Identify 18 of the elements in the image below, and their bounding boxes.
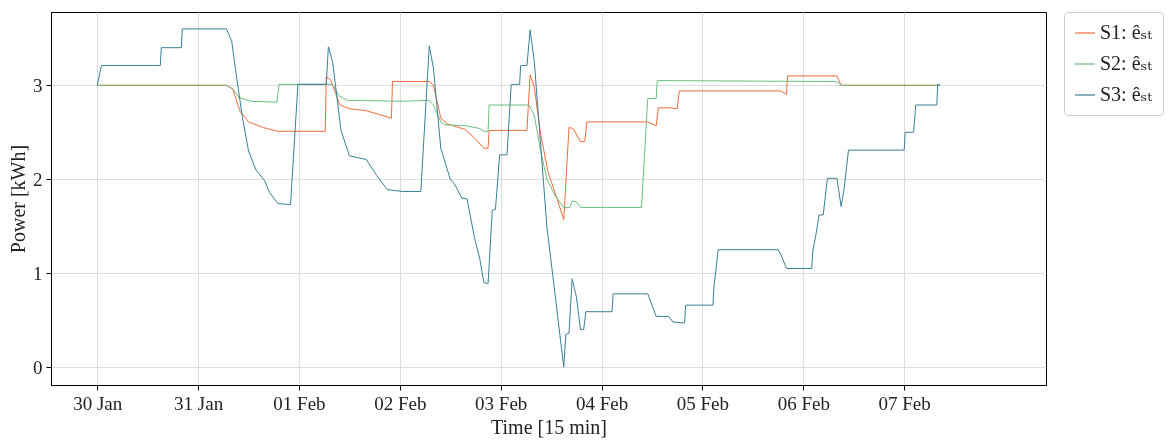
legend-label: S1: êₛₜ: [1100, 21, 1153, 43]
x-tick-label: 07 Feb: [878, 392, 931, 414]
x-tick-label: 03 Feb: [475, 392, 528, 414]
x-tick-label: 01 Feb: [273, 392, 326, 414]
legend-label: S3: êₛₜ: [1100, 83, 1153, 105]
y-tick-label: 1: [33, 262, 43, 284]
y-axis-title: Power [kWh]: [7, 144, 29, 254]
x-tick-label: 30 Jan: [73, 392, 123, 414]
x-tick-label: 04 Feb: [575, 392, 629, 414]
y-tick-label: 0: [33, 356, 43, 378]
x-tick-label: 31 Jan: [174, 392, 224, 414]
x-axis-title: Time [15 min]: [491, 415, 607, 438]
y-tick-label: 2: [33, 168, 43, 190]
x-tick-label: 02 Feb: [374, 392, 427, 414]
legend-label: S2: êₛₜ: [1100, 52, 1153, 74]
y-tick-label: 3: [33, 74, 43, 96]
x-tick-label: 06 Feb: [777, 392, 830, 414]
x-tick-label: 05 Feb: [676, 392, 730, 414]
